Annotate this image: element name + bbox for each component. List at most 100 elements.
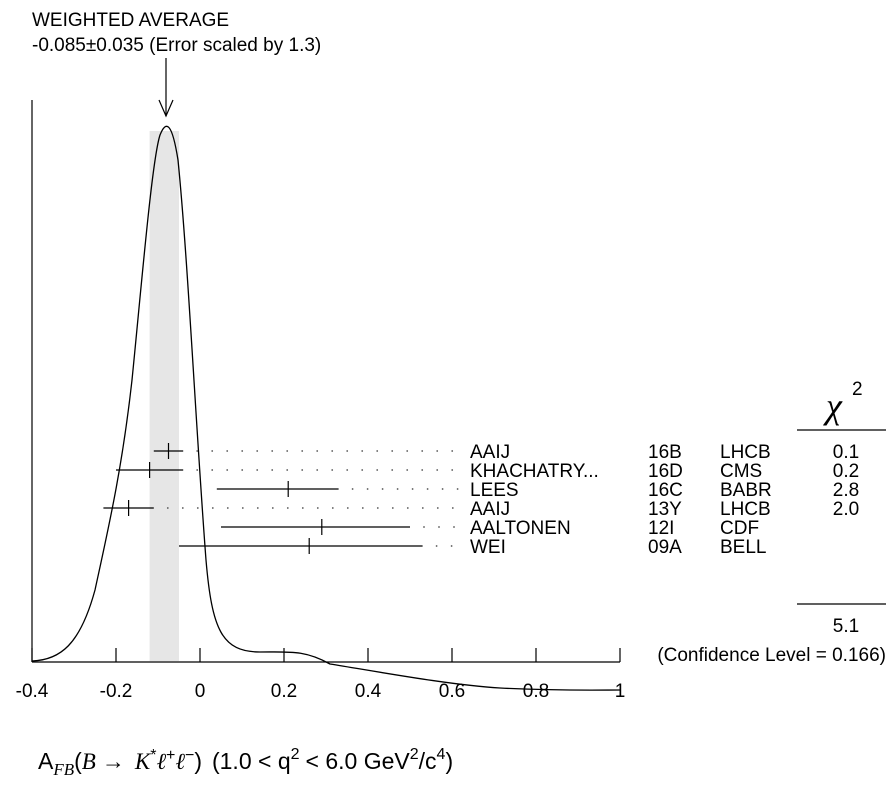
measurement-experiment: CMS [720,461,762,482]
leader-dot [376,469,379,471]
measurement-year: 09A [648,537,682,558]
leader-dot [450,545,453,547]
measurement-experiment: CDF [720,518,759,539]
average-arrow [158,58,174,118]
leader-dot [406,469,409,471]
leader-dot [456,488,459,490]
measurement-author: AAIJ [470,442,510,463]
leader-dot [211,507,214,509]
leader-dot [271,469,274,471]
weighted-average-title: WEIGHTED AVERAGE [32,10,229,31]
ideogram-curve [31,125,621,691]
measurement-chi2: 0.2 [833,461,859,482]
weighted-average-band [149,131,179,661]
leader-dot [436,450,439,452]
leader-dot [211,450,214,452]
leader-dot [316,507,319,509]
leader-dot [421,507,424,509]
leader-dot [421,450,424,452]
leader-dot [241,507,244,509]
leader-dot [301,507,304,509]
measurement-experiment: LHCB [720,442,771,463]
measurement-year: 13Y [648,499,682,520]
leader-dot [241,450,244,452]
measurement-row: LEES 16C BABR 2.8 [216,480,859,501]
x-tick-label: -0.2 [100,681,133,702]
leader-dot [406,450,409,452]
leader-dot [451,450,454,452]
leader-dot [435,545,438,547]
x-tick-label: 0.6 [439,681,465,702]
leader-dot [271,507,274,509]
leader-dot [196,450,199,452]
leader-dot [406,507,409,509]
leader-dot [436,507,439,509]
leader-dot [423,526,425,528]
leader-dot [441,488,444,490]
leader-dot [376,450,379,452]
measurement-chi2: 2.8 [833,480,859,501]
measurement-author: AAIJ [470,499,510,520]
x-tick-label: 0 [195,681,206,702]
chi2-header: χ 2 [797,379,886,431]
leader-dot [396,488,399,490]
measurement-chi2: 2.0 [833,499,859,520]
measurement-author: AALTONEN [470,518,571,539]
leader-dot [391,507,394,509]
measurement-year: 16C [648,480,683,501]
leader-dot [226,450,229,452]
measurement-row: AALTONEN 12I CDF [221,518,759,539]
leader-dot [361,450,364,452]
chi2-total: 5.1 [833,616,859,637]
chi2-superscript: 2 [852,379,863,400]
leader-dot [346,450,349,452]
leader-dot [361,507,364,509]
x-axis-ticks [31,648,621,662]
measurement-author: WEI [470,537,506,558]
leader-dot [241,469,244,471]
measurement-chi2: 0.1 [833,442,859,463]
leader-dot [196,469,199,471]
x-axis-label: AFB(B → K*ℓ+ℓ−) (1.0 < q2 < 6.0 GeV2/c4) [38,746,453,779]
leader-dot [351,488,354,490]
leader-dot [391,469,394,471]
leader-dot [286,450,289,452]
measurement-year: 16D [648,461,683,482]
x-tick-label: 0.8 [523,681,549,702]
leader-dot [453,526,455,528]
leader-dot [426,488,429,490]
x-tick-label: 1 [615,681,626,702]
leader-dot [436,469,439,471]
leader-dot [438,526,440,528]
leader-dot [391,450,394,452]
leader-dot [376,507,379,509]
measurement-experiment: BELL [720,537,766,558]
x-axis-tick-labels: -0.4 -0.2 0 0.2 0.4 0.6 0.8 1 [16,681,626,702]
leader-dot [381,488,384,490]
leader-dot [331,450,334,452]
leader-dot [366,488,369,490]
x-tick-label: 0.4 [355,681,382,702]
leader-dot [316,450,319,452]
measurement-author: LEES [470,480,519,501]
measurement-author: KHACHATRY... [470,461,599,482]
leader-dot [196,507,199,509]
measurement-experiment: LHCB [720,499,771,520]
measurement-year: 16B [648,442,682,463]
leader-dot [361,469,364,471]
leader-dot [256,507,259,509]
leader-dot [286,507,289,509]
chi2-symbol: χ [823,386,843,426]
leader-dot [331,507,334,509]
leader-dot [256,450,259,452]
measurement-year: 12I [648,518,674,539]
leader-dot [411,488,414,490]
measurement-rows: AAIJ 16B LHCB 0.1 KHACHATRY... 16D CMS 0.2 LEES 1… [103,442,859,558]
leader-dot [346,507,349,509]
leader-dot [226,507,229,509]
x-tick-label: -0.4 [16,681,49,702]
leader-dot [301,469,304,471]
measurement-row: AAIJ 13Y LHCB 2.0 [103,499,859,520]
confidence-level: (Confidence Level = 0.166) [657,645,886,666]
